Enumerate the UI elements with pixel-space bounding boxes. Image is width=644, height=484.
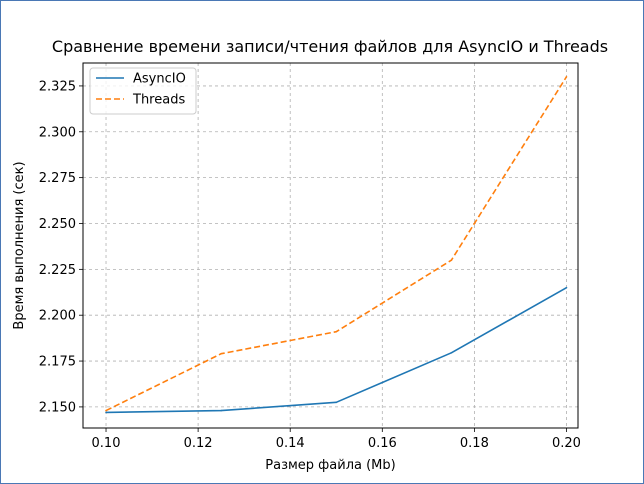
data-point-threads (565, 75, 568, 78)
legend: AsyncIO Threads (89, 67, 197, 115)
x-tick-label: 0.18 (460, 436, 489, 451)
x-axis-label: Размер файла (Mb) (265, 458, 395, 473)
data-point-threads (220, 352, 222, 355)
data-point-threads (335, 330, 338, 333)
y-tick-label: 2.250 (39, 217, 76, 232)
series-lines (105, 75, 568, 414)
data-point-threads (450, 259, 453, 261)
series-line-threads (105, 76, 568, 412)
y-tick-label: 2.275 (39, 171, 76, 186)
y-tick-label: 2.200 (39, 309, 76, 324)
plot-area-frame (82, 62, 579, 429)
x-tick-label: 0.12 (184, 436, 213, 451)
y-tick-label: 2.325 (39, 79, 76, 94)
chart-title: Сравнение времени записи/чтения файлов д… (52, 37, 608, 56)
x-tick-label: 0.20 (552, 436, 581, 451)
x-tick-label: 0.16 (368, 436, 397, 451)
grid-lines (83, 63, 578, 428)
data-point-asyncio (565, 286, 568, 289)
y-axis-label: Время выполнения (сек) (12, 161, 27, 329)
data-point-asyncio (335, 401, 338, 404)
data-point-asyncio (220, 409, 222, 412)
y-tick-label: 2.150 (39, 400, 76, 415)
legend-label-threads: Threads (132, 93, 185, 108)
axis-ticks: 0.10 0.12 0.14 0.16 0.18 0.20 2.150 2.175 2.200 2… (39, 79, 581, 451)
x-tick-label: 0.14 (276, 436, 305, 451)
data-point-asyncio (450, 351, 453, 354)
legend-box (89, 67, 197, 115)
data-point-threads (105, 409, 107, 412)
y-tick-label: 2.225 (39, 263, 76, 278)
y-tick-label: 2.175 (39, 355, 76, 370)
y-tick-label: 2.300 (39, 125, 76, 140)
series-line-asyncio (106, 286, 567, 414)
data-point-asyncio (105, 411, 107, 414)
legend-label-asyncio: AsyncIO (133, 72, 186, 87)
x-tick-label: 0.10 (92, 436, 121, 451)
